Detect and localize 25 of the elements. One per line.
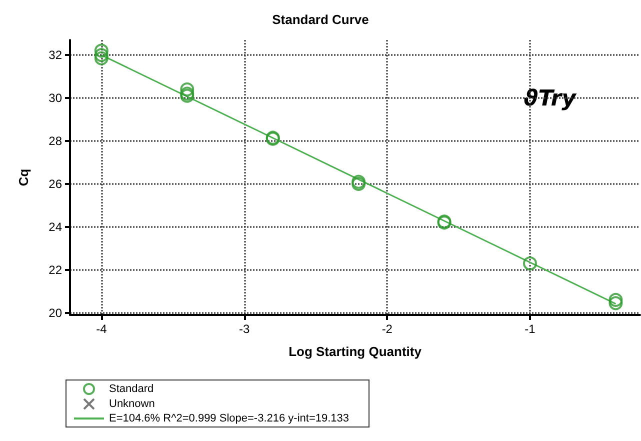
- x-tick-label: -4: [96, 322, 108, 336]
- legend-label: E=104.6% R^2=0.999 Slope=-3.216 y-int=19.133: [109, 412, 350, 424]
- point: [94, 48, 108, 62]
- point: [180, 82, 194, 96]
- y-axis-title: Cq: [16, 168, 31, 186]
- chart-title: Standard Curve: [272, 12, 369, 27]
- y-tick-label: 32: [48, 48, 62, 62]
- x-axis-title: Log Starting Quantity: [288, 344, 422, 359]
- y-tick-label: 24: [48, 220, 62, 234]
- point: [94, 51, 108, 66]
- y-tick-label: 30: [48, 91, 62, 106]
- annotation: ϑTry: [524, 86, 578, 112]
- y-tick-label: 26: [48, 176, 62, 191]
- point: [94, 44, 108, 58]
- legend-label: Standard: [109, 383, 154, 395]
- point: [608, 292, 623, 307]
- legend-label: Unknown: [109, 398, 155, 410]
- point: [608, 296, 623, 310]
- x-tick-label: -3: [238, 322, 250, 336]
- y-tick-label: 20: [48, 306, 62, 320]
- x-tick-label: -1: [524, 322, 536, 336]
- point: [523, 256, 537, 270]
- y-tick-label: 28: [48, 134, 62, 148]
- y-tick-label: 22: [48, 262, 62, 277]
- x-tick-label: -2: [382, 322, 393, 336]
